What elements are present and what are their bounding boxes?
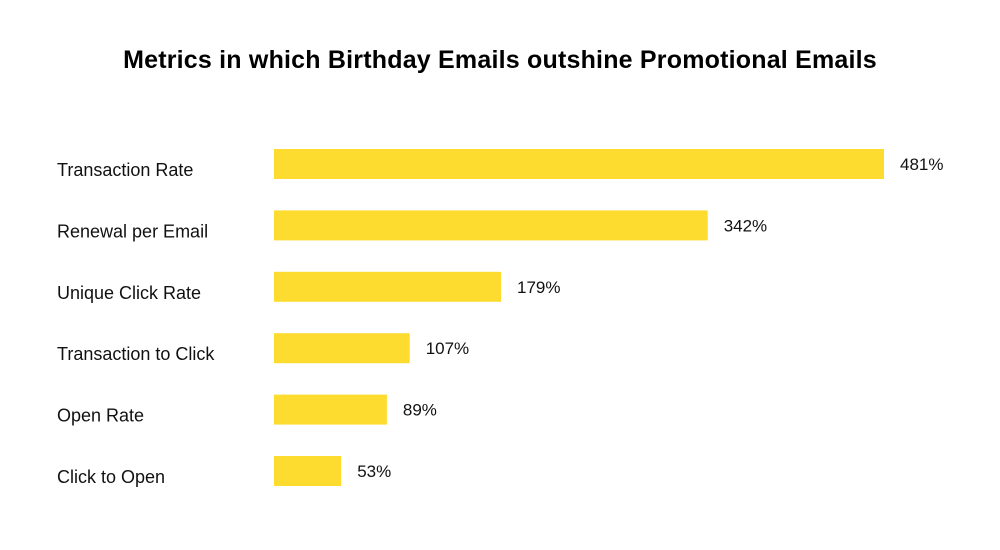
value-label: 342% bbox=[724, 216, 767, 235]
value-label: 107% bbox=[426, 339, 469, 358]
category-label: Unique Click Rate bbox=[57, 283, 201, 303]
bar bbox=[274, 456, 342, 486]
category-label: Renewal per Email bbox=[57, 221, 208, 241]
value-label: 89% bbox=[403, 401, 437, 420]
category-label: Open Rate bbox=[57, 406, 144, 426]
category-label: Click to Open bbox=[57, 467, 165, 487]
bar bbox=[274, 210, 708, 241]
bar bbox=[274, 333, 410, 364]
value-label: 481% bbox=[900, 155, 943, 174]
chart-title: Metrics in which Birthday Emails outshin… bbox=[123, 46, 877, 74]
value-label: 53% bbox=[357, 462, 391, 481]
bar bbox=[274, 149, 884, 179]
bar bbox=[274, 394, 387, 425]
category-label: Transaction Rate bbox=[57, 160, 193, 180]
value-label: 179% bbox=[517, 278, 560, 297]
bar bbox=[274, 271, 501, 302]
category-label: Transaction to Click bbox=[57, 344, 215, 364]
bars-layer: Transaction Rate 481% Renewal per Email 342… bbox=[57, 149, 943, 487]
